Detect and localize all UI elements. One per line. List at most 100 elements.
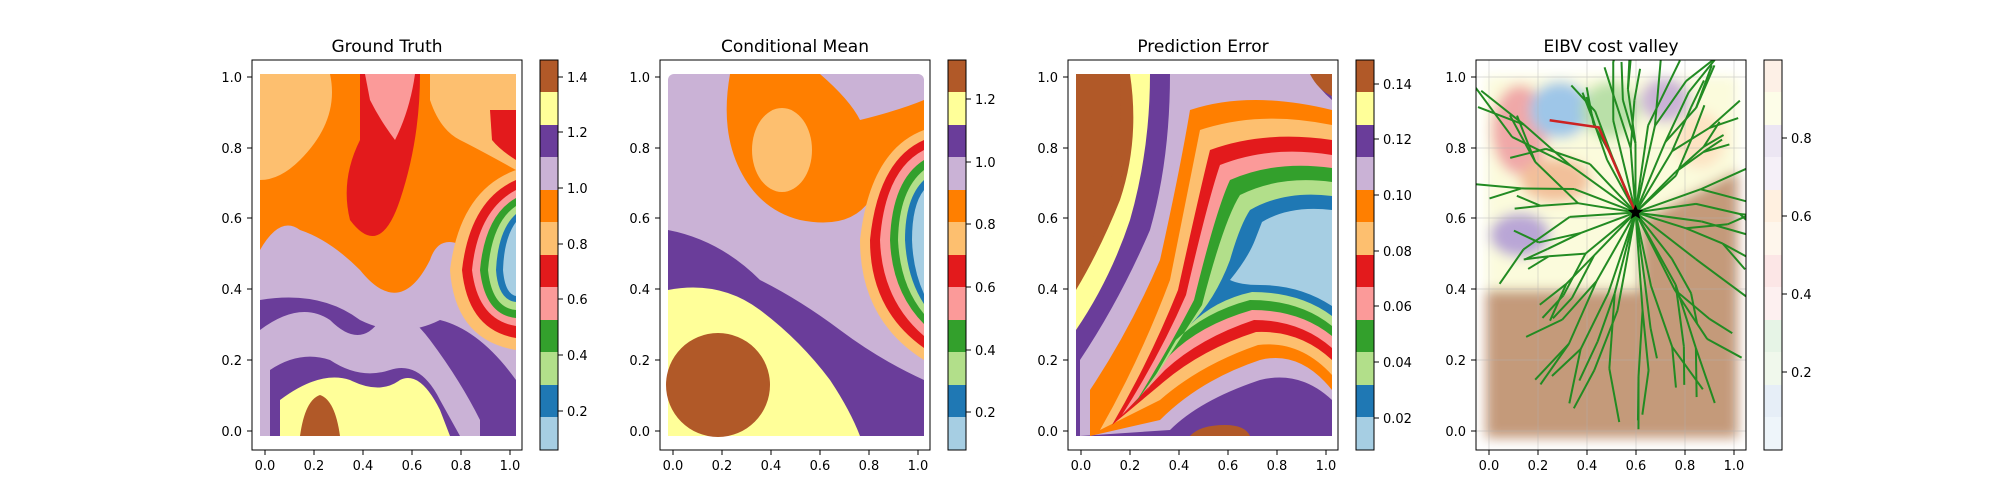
tree-edge [1580, 211, 1636, 234]
tree-edge [1476, 86, 1513, 138]
axes-frame [251, 59, 523, 451]
tree-edge [1634, 125, 1656, 213]
tree-edge [1608, 293, 1616, 369]
tree-edge [1685, 223, 1728, 230]
tree-edge [1708, 99, 1741, 129]
chart-title: Conditional Mean [721, 37, 869, 57]
x-tick-label: 1.0 [1724, 459, 1745, 474]
tree-edge [1539, 343, 1570, 385]
rrt-tree [1476, 60, 1746, 430]
y-tick-label: 0.6 [629, 212, 650, 227]
tree-edge [1695, 258, 1746, 298]
tree-edge [1551, 348, 1582, 377]
tree-edge [1706, 338, 1743, 359]
tree-edge [1634, 141, 1667, 213]
tree-edge [1549, 283, 1568, 322]
x-tick-label: 0.6 [1626, 459, 1647, 474]
x-tick-label: 0.6 [1218, 459, 1239, 474]
tree-edge [1596, 292, 1616, 342]
tree-edge [1593, 211, 1637, 257]
y-tick-label: 1.0 [629, 71, 650, 86]
tree-edge [1540, 202, 1579, 207]
tree-edge [1565, 254, 1595, 285]
y-ticks: 0.0 0.2 0.4 0.6 0.8 1.0 [221, 71, 252, 440]
y-tick-label: 0.8 [629, 142, 650, 157]
tree-edge [1516, 115, 1537, 163]
tree-edge [1635, 211, 1702, 223]
colorbar-tick: 1.4 [567, 71, 588, 86]
tree-edge [1568, 348, 1582, 404]
tree-edge [1569, 164, 1637, 214]
y-tick-label: 0.6 [1037, 212, 1058, 227]
tree-edge [1572, 369, 1596, 409]
tree-edge [1694, 348, 1698, 398]
tree-edge [1703, 134, 1725, 148]
current-location-marker [1627, 204, 1644, 219]
y-ticks: 0.0 0.2 0.4 0.6 0.8 1.0 [629, 71, 660, 440]
colorbar-tick: 0.2 [567, 405, 588, 420]
tree-edge [1567, 280, 1598, 345]
y-tick-label: 0.4 [221, 283, 242, 298]
tree-edge [1649, 327, 1658, 359]
tree-edge [1523, 123, 1572, 167]
tree-edge [1546, 232, 1582, 250]
tree-edge [1671, 127, 1710, 152]
x-tick-label: 0.2 [1528, 459, 1549, 474]
tree-edge [1534, 343, 1570, 381]
x-tick-label: 0.4 [353, 459, 374, 474]
tree-edge [1593, 123, 1609, 161]
tree-edge [1635, 188, 1702, 214]
tree-edge [1581, 92, 1596, 124]
colorbar-tick: 0.02 [1383, 412, 1412, 427]
tree-edge [1727, 215, 1746, 226]
tree-edge [1616, 212, 1637, 311]
x-tick-label: 0.2 [1120, 459, 1141, 474]
tree-edge [1641, 370, 1650, 415]
tree-edge [1573, 188, 1636, 214]
colorbar-tick: 0.06 [1383, 300, 1412, 315]
colorbar-tick: 0.4 [1791, 288, 1812, 303]
x-tick-label: 1.0 [500, 459, 521, 474]
x-tick-label: 1.0 [908, 459, 929, 474]
colorbar-tick: 1.0 [567, 182, 588, 197]
tree-edge [1608, 368, 1621, 423]
tree-edge [1691, 104, 1706, 138]
tree-edge [1514, 204, 1541, 210]
y-tick-label: 0.8 [1445, 142, 1466, 157]
tree-edge [1690, 293, 1699, 325]
colorbar: 0.2 0.4 0.6 0.8 1.0 1.2 1.4 [539, 59, 588, 451]
tree-edge [1593, 310, 1619, 371]
colorbar-tick: 0.8 [1791, 132, 1812, 147]
tree-edge [1695, 202, 1741, 215]
tree-edge [1513, 229, 1540, 244]
tree-edge [1700, 188, 1746, 203]
y-tick-label: 0.2 [629, 354, 650, 369]
tree-edge [1621, 99, 1637, 144]
x-tick-label: 0.6 [810, 459, 831, 474]
tree-edge [1584, 211, 1637, 255]
tree-edge [1670, 258, 1692, 294]
y-tick-label: 0.0 [1445, 425, 1466, 440]
tree-edge [1523, 255, 1549, 261]
x-tick-label: 0.2 [304, 459, 325, 474]
axes-frame [659, 59, 931, 451]
tree-edge [1674, 288, 1711, 320]
x-tick-label: 0.8 [859, 459, 880, 474]
y-tick-label: 0.6 [1445, 212, 1466, 227]
tree-edge [1509, 114, 1537, 163]
tree-edge [1620, 61, 1624, 101]
tree-edge [1626, 60, 1632, 90]
colorbar-tick: 0.08 [1383, 245, 1412, 260]
tree-edge [1552, 297, 1573, 320]
chart-title: EIBV cost valley [1543, 37, 1678, 57]
tree-edge [1524, 248, 1548, 261]
colorbar-tick: 1.2 [567, 126, 588, 141]
colorbar-tick: 0.10 [1383, 189, 1412, 204]
tree-edge [1571, 255, 1596, 299]
tree-edge [1675, 151, 1704, 173]
colorbar-tick: 0.8 [975, 218, 996, 233]
tree-edge [1539, 283, 1567, 306]
contour-field [660, 60, 930, 450]
colorbar-tick: 0.4 [567, 349, 588, 364]
tree-edge [1671, 346, 1704, 390]
